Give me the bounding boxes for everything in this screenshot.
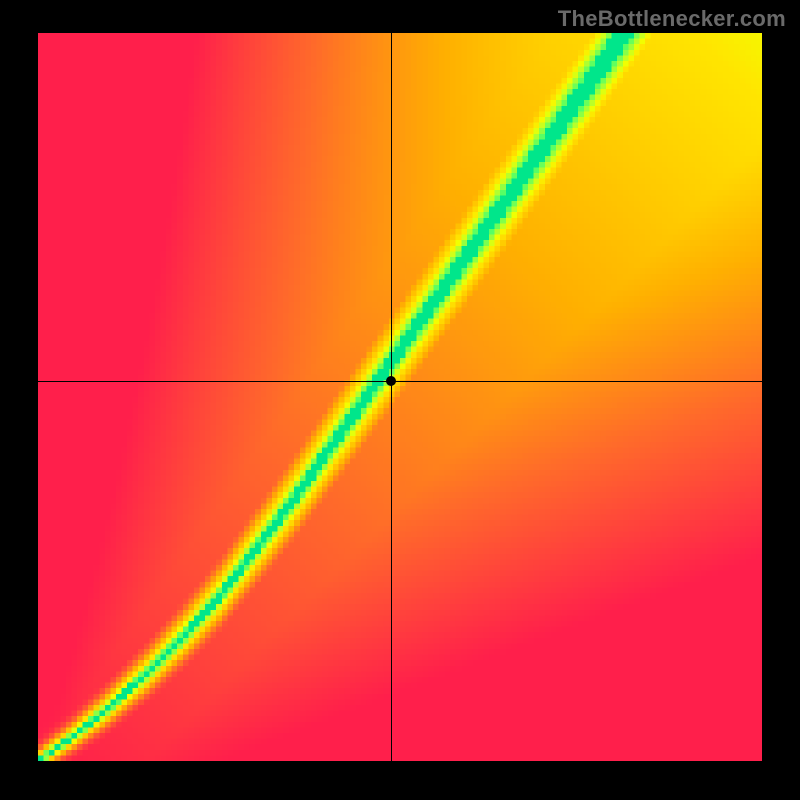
crosshair-vertical xyxy=(391,33,392,761)
crosshair-horizontal xyxy=(38,381,762,382)
bottleneck-heatmap xyxy=(38,33,762,761)
watermark-text: TheBottlenecker.com xyxy=(558,6,786,32)
chart-container: TheBottlenecker.com xyxy=(0,0,800,800)
